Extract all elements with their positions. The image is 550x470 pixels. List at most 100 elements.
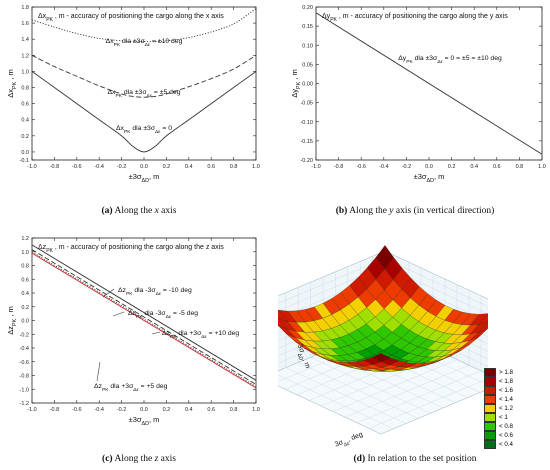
series-line-3 [31, 71, 257, 153]
y-tick-label: 1.2 [21, 53, 29, 59]
series-line-4 [31, 251, 257, 387]
y-tick-label: 0.20 [302, 5, 313, 11]
x-tick-label: -1.0 [27, 407, 36, 413]
legend-entry: < 1.4 [484, 395, 513, 404]
y-tick-label: 0.15 [302, 24, 313, 30]
caption-c: (c) Along the z axis [102, 454, 176, 464]
floor-grid [285, 367, 406, 424]
chart-b: -0.20-0.15-0.10-0.050.000.050.100.150.20… [290, 5, 546, 184]
series-line-1 [31, 8, 257, 43]
legend-entry: < 0.6 [484, 431, 513, 440]
y-tick-label: 0.4 [21, 118, 29, 124]
legend-swatch [484, 377, 496, 386]
floor-grid [368, 378, 488, 429]
series-line-1 [31, 244, 257, 381]
y-tick-label: -0.15 [300, 139, 313, 145]
y-tick-label: 0.05 [302, 62, 313, 68]
floor-grid [278, 374, 394, 429]
legend-label: < 0.8 [499, 423, 513, 430]
legend-swatch [484, 422, 496, 431]
y-tick-label: 0.00 [302, 82, 313, 88]
series-label-2: ΔzPK dla -3σΔε = -5 deg [128, 310, 198, 320]
y-tick-label: 0.2 [21, 134, 29, 140]
x-tick-label: 0.0 [140, 407, 148, 413]
x-tick-label: -0.8 [50, 164, 59, 170]
x-tick-label: -0.6 [72, 164, 81, 170]
legend-swatch [484, 368, 496, 377]
x-tick-label: 0.6 [493, 164, 501, 170]
legend-swatch [484, 386, 496, 395]
y-tick-label: -0.20 [300, 158, 313, 164]
x-tick-label: -1.0 [27, 164, 36, 170]
y-tick-label: -0.1 [20, 158, 29, 164]
series-label-arrow [151, 331, 161, 335]
plot-frame [31, 6, 257, 161]
legend-label: < 1.6 [499, 387, 513, 394]
x-tick-label: 1.0 [252, 164, 260, 170]
y-tick-label: -1.2 [20, 401, 29, 407]
x-tick-label: 0.2 [163, 407, 171, 413]
x-tick-label: 0.8 [516, 164, 524, 170]
legend-entry: < 1.2 [484, 404, 513, 413]
series-label-1: ΔyPK dla ±3σΔε = 0 = ±5 = ±10 deg [398, 55, 502, 65]
x-tick-label: 0.4 [185, 407, 193, 413]
x-tick-label: -0.2 [117, 407, 126, 413]
y-tick-label: 1.8 [21, 5, 29, 11]
x-tick-label: -0.2 [402, 164, 411, 170]
series-label-arrow [102, 288, 115, 298]
y-tick-label: 0.0 [21, 319, 29, 325]
x-tick-label: 0.8 [230, 164, 238, 170]
legend-label: < 0.6 [499, 432, 513, 439]
y-tick-label: 0.4 [21, 291, 29, 297]
wall-grid [384, 258, 488, 307]
y-axis-label: ΔyPK , m [290, 69, 302, 97]
y-axis-label: 3σΔD, m [293, 344, 311, 371]
x-tick-label: -0.6 [72, 407, 81, 413]
y-tick-label: 0.2 [21, 305, 29, 311]
x-axis-label: ±3σΔD, m [414, 172, 445, 184]
x-tick-label: -0.4 [94, 407, 103, 413]
x-axis-label: ±3σΔD, m [129, 415, 160, 427]
y-tick-label: -0.05 [300, 101, 313, 107]
floor-grid [344, 365, 470, 418]
x-tick-label: -0.8 [50, 407, 59, 413]
series-label-3: ΔxPK dla ±3σΔε = 0 [116, 125, 172, 135]
y-tick-label: 0.6 [21, 102, 29, 108]
legend-swatch [484, 431, 496, 440]
floor-grid [298, 362, 419, 419]
legend-swatch [484, 413, 496, 422]
y-axis-label: ΔzPK , m [6, 306, 18, 334]
series-line-2 [31, 54, 257, 98]
legend-swatch [484, 395, 496, 404]
x-tick-label: 0.4 [185, 164, 193, 170]
x-axis-label: 3σΔε, deg [334, 431, 365, 448]
x-tick-label: 0.6 [207, 164, 215, 170]
y-tick-label: -0.2 [20, 332, 29, 338]
y-tick-label: 0.10 [302, 43, 313, 49]
y-tick-label: 1.0 [21, 69, 29, 75]
x-tick-label: 0.0 [140, 164, 148, 170]
series-label-1: ΔxPK dla ±3σΔε = ±10 deg [106, 38, 183, 48]
series-line-1 [315, 12, 543, 155]
y-tick-label: -1.0 [20, 387, 29, 393]
chart-c: -1.2-1.0-0.8-0.6-0.4-0.20.00.20.40.60.81… [6, 236, 260, 427]
y-tick-label: 0.8 [21, 86, 29, 92]
legend-label: < 1.2 [499, 405, 513, 412]
series-label-arrow [112, 311, 125, 317]
floor-grid [332, 359, 458, 412]
x-tick-label: 0.2 [448, 164, 456, 170]
caption-d: (d) In relation to the set position [353, 454, 477, 464]
chart-a: -0.1 0.0 0.2 0.4 0.6 0.8 1.0 1.2 1.4 1.6 1.8 -1.0 -0… [6, 5, 260, 184]
chart-title: ΔyPK , m - accuracy of positioning the c… [322, 13, 508, 23]
y-tick-label: -0.10 [300, 120, 313, 126]
y-tick-label: 0.6 [21, 277, 29, 283]
chart-title: ΔzPK , m - accuracy of positioning the c… [38, 244, 224, 254]
x-tick-label: -0.6 [356, 164, 365, 170]
series-label-3: ΔzPK dla +3σΔε = +10 deg [162, 330, 239, 340]
x-tick-label: 0.2 [163, 164, 171, 170]
floor-grid [278, 385, 382, 435]
legend-label: < 1.4 [499, 396, 513, 403]
x-tick-label: -0.8 [334, 164, 343, 170]
series-label-1: ΔzPK dla -3σΔε = -10 deg [118, 287, 192, 297]
surface-legend: > 1.8 < 1.8 < 1.6 < 1.4 < 1.2 < 1 < 0.8 < 0.6 < … [484, 368, 513, 449]
